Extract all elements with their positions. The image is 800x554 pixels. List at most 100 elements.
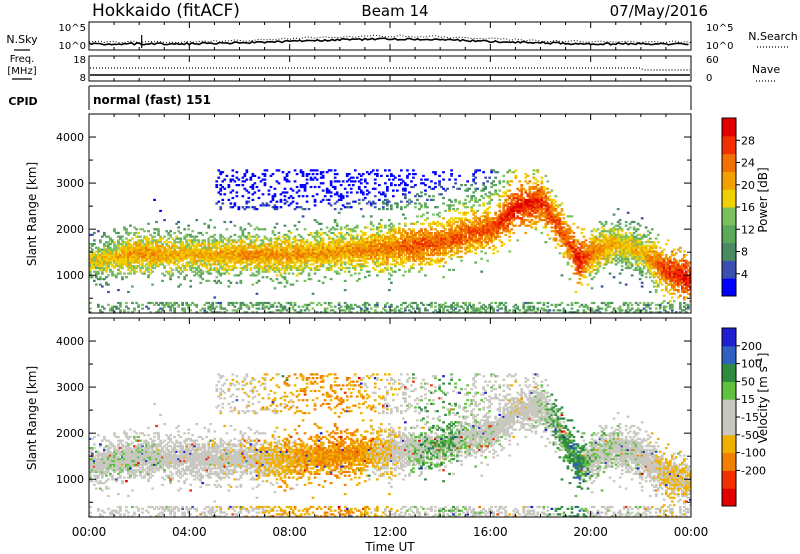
power-echo-cell — [305, 246, 309, 249]
power-echo-cell — [367, 244, 371, 247]
power-echo-cell — [460, 237, 463, 240]
power-echo-cell — [161, 244, 164, 247]
power-echo-cell — [303, 184, 307, 187]
power-echo-cell — [255, 250, 259, 253]
power-echo-cell — [107, 257, 110, 260]
power-echo-cell — [193, 261, 196, 264]
power-echo-cell — [480, 224, 483, 227]
power-echo-cell — [484, 222, 487, 225]
power-echo-cell — [147, 255, 150, 259]
power-echo-cell — [335, 244, 339, 247]
power-echo-cell — [237, 246, 241, 249]
power-echo-cell — [420, 241, 423, 244]
power-echo-cell — [315, 268, 319, 271]
power-echo-cell — [460, 250, 463, 253]
power-echo-cell — [311, 250, 315, 253]
power-echo-cell — [271, 173, 275, 176]
power-echo-cell — [349, 303, 353, 306]
power-echo-cell — [263, 259, 267, 262]
power-echo-cell — [402, 228, 405, 231]
power-echo-cell — [472, 178, 475, 181]
power-echo-cell — [301, 208, 305, 211]
power-echo-cell — [115, 263, 118, 266]
power-echo-cell — [502, 185, 506, 189]
power-echo-cell — [524, 191, 528, 194]
power-echo-cell — [245, 305, 249, 308]
power-echo-cell — [474, 228, 477, 231]
power-echo-cell — [131, 248, 134, 251]
power-echo-cell — [207, 255, 211, 259]
power-echo-cell — [480, 231, 483, 235]
power-echo-cell — [516, 209, 520, 212]
power-echo-cell — [179, 239, 182, 242]
power-echo-cell — [91, 250, 94, 253]
power-echo-cell — [329, 252, 333, 255]
power-echo-cell — [378, 257, 381, 260]
power-echo-cell — [171, 246, 174, 249]
power-echo-cell — [514, 200, 518, 203]
power-echo-cell — [528, 196, 532, 200]
power-echo-cell — [357, 248, 361, 251]
power-echo-cell — [412, 185, 415, 189]
power-echo-cell — [261, 301, 265, 305]
power-echo-cell — [430, 235, 433, 238]
power-echo-cell — [271, 279, 275, 282]
power-echo-cell — [195, 259, 199, 262]
power-echo-cell — [442, 311, 445, 313]
power-echo-cell — [365, 193, 369, 196]
power-echo-cell — [351, 255, 355, 259]
power-echo-cell — [209, 246, 213, 249]
power-echo-cell — [428, 235, 431, 238]
power-echo-cell — [301, 266, 305, 270]
power-echo-cell — [446, 220, 449, 224]
power-echo-cell — [151, 301, 154, 305]
power-echo-cell — [249, 257, 253, 260]
power-echo-cell — [359, 243, 363, 246]
power-echo-cell — [159, 244, 162, 247]
power-echo-cell — [175, 254, 178, 257]
power-echo-cell — [476, 231, 479, 235]
power-echo-cell — [472, 305, 475, 308]
power-echo-cell — [309, 278, 313, 281]
power-echo-cell — [205, 265, 209, 268]
power-echo-cell — [109, 268, 112, 271]
power-echo-cell — [371, 233, 375, 236]
power-echo-cell — [474, 215, 477, 218]
power-echo-cell — [444, 301, 447, 305]
power-echo-cell — [311, 255, 315, 259]
nsearch-tick-top: 10^5 — [706, 23, 733, 34]
power-echo-cell — [105, 248, 108, 251]
power-echo-cell — [205, 263, 209, 266]
power-echo-cell — [380, 193, 383, 196]
power-echo-cell — [309, 233, 313, 236]
power-echo-cell — [237, 248, 241, 251]
power-echo-cell — [390, 228, 393, 231]
power-echo-cell — [331, 226, 335, 229]
power-echo-cell — [247, 244, 251, 247]
power-echo-cell — [333, 270, 337, 273]
power-echo-cell — [412, 176, 415, 179]
power-echo-cell — [271, 195, 275, 198]
power-echo-cell — [450, 311, 453, 313]
power-echo-cell — [269, 259, 273, 262]
power-echo-cell — [239, 252, 243, 255]
power-echo-cell — [462, 220, 465, 224]
power-echo-cell — [436, 259, 439, 262]
power-echo-cell — [169, 307, 172, 310]
power-echo-cell — [424, 243, 427, 246]
power-echo-cell — [105, 263, 108, 266]
power-echo-cell — [129, 259, 132, 262]
power-echo-cell — [404, 230, 407, 233]
power-echo-cell — [93, 243, 96, 246]
power-echo-cell — [428, 222, 431, 225]
power-echo-cell — [207, 270, 211, 273]
power-echo-cell — [361, 237, 365, 240]
power-echo-cell — [251, 235, 255, 238]
power-echo-cell — [512, 204, 516, 207]
power-echo-cell — [400, 250, 403, 253]
nsky-tick-top: 10^5 — [59, 23, 86, 34]
power-echo-cell — [365, 202, 369, 205]
power-echo-cell — [369, 202, 373, 205]
power-echo-cell — [474, 226, 477, 229]
power-echo-cell — [474, 219, 477, 222]
